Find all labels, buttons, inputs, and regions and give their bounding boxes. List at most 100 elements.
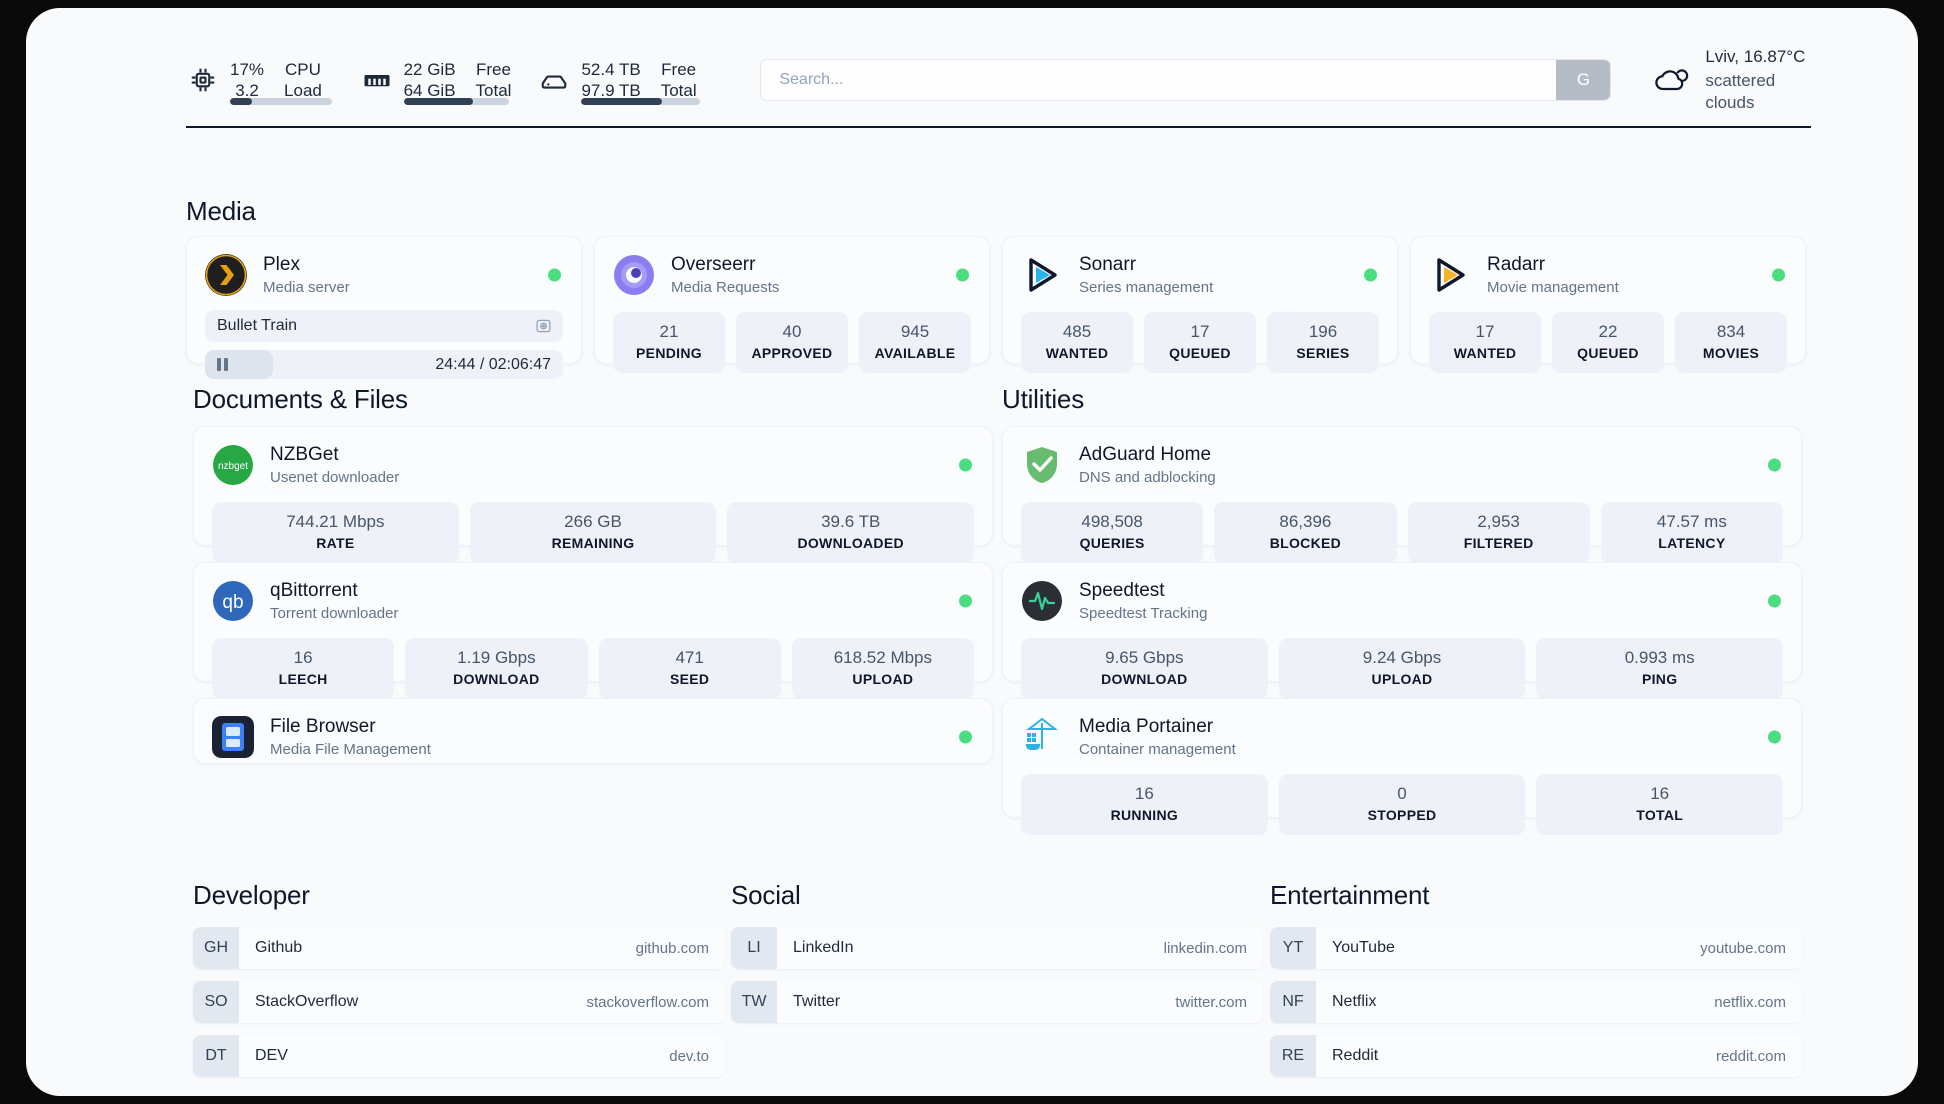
service-card-radarr[interactable]: Radarr Movie management 17 WANTED 22 QUE… [1410, 236, 1806, 373]
stat-label: UPLOAD [852, 671, 914, 687]
service-card-filebrowser[interactable]: File Browser Media File Management [193, 698, 993, 764]
bookmark-abbr: TW [731, 981, 777, 1023]
stat-label: WANTED [1045, 345, 1109, 361]
service-card-overseerr[interactable]: Overseerr Media Requests 21 PENDING 40 A… [594, 236, 990, 373]
cpu-label-top: CPU [284, 60, 321, 79]
memory-free: 22 GiB [403, 60, 456, 79]
now-playing-progress[interactable]: 24:44 / 02:06:47 [205, 350, 563, 379]
status-badge [959, 594, 972, 608]
stat-value: 196 [1308, 322, 1338, 341]
bookmark-url: netflix.com [1714, 993, 1786, 1011]
stat-item: 498,508 QUERIES [1021, 502, 1204, 563]
sonarr-icon [1021, 254, 1063, 296]
bookmark-item[interactable]: DT DEV dev.to [193, 1035, 725, 1077]
stat-label: MOVIES [1702, 345, 1760, 361]
disk-stat: 52.4 TB 97.9 TB Free Total [539, 59, 702, 105]
service-card-portainer[interactable]: Media Portainer Container management 16 … [1002, 698, 1802, 835]
card-header: Sonarr Series management [1021, 251, 1379, 299]
memory-label-top: Free [476, 60, 511, 79]
stat-label: RATE [316, 535, 355, 551]
stat-item: 0.993 ms PING [1536, 638, 1784, 699]
bookmark-item[interactable]: NF Netflix netflix.com [1270, 981, 1802, 1023]
dashboard-frame: 17% 3.2 CPU Load [26, 8, 1918, 1096]
memory-usage-bar [403, 98, 510, 105]
card-subtitle: DNS and adblocking [1079, 468, 1216, 486]
svg-text:qb: qb [222, 592, 243, 613]
stat-item: 39.6 TB DOWNLOADED [727, 502, 975, 563]
header-bar: 17% 3.2 CPU Load [186, 36, 1811, 124]
bookmark-name: YouTube [1332, 939, 1395, 956]
stat-label: SEED [669, 671, 710, 687]
plex-icon [205, 254, 247, 296]
card-header: Plex Media server [205, 251, 563, 299]
bookmark-item[interactable]: LI LinkedIn linkedin.com [731, 927, 1263, 969]
pause-icon[interactable] [217, 358, 228, 371]
now-playing-title: Bullet Train [217, 317, 298, 334]
speedtest-icon [1021, 580, 1063, 622]
cpu-stat: 17% 3.2 CPU Load [188, 59, 334, 105]
search-bar[interactable]: G [760, 59, 1612, 101]
memory-icon [362, 65, 392, 95]
overseerr-icon [613, 254, 655, 296]
stat-item: 471 SEED [598, 638, 781, 699]
search-input[interactable] [761, 60, 1557, 100]
stat-value: 47.57 ms [1656, 512, 1727, 531]
card-title: AdGuard Home [1079, 443, 1212, 465]
disk-label-bottom: Total [660, 81, 697, 100]
stat-item: 40 APPROVED [736, 312, 848, 373]
bookmark-item[interactable]: GH Github github.com [193, 927, 725, 969]
service-card-speedtest[interactable]: Speedtest Speedtest Tracking 9.65 Gbps D… [1002, 562, 1802, 699]
stat-item: 22 QUEUED [1552, 312, 1664, 373]
bookmark-item[interactable]: TW Twitter twitter.com [731, 981, 1263, 1023]
search-submit-button[interactable]: G [1556, 60, 1611, 100]
service-card-nzbget[interactable]: nzbget NZBGet Usenet downloader 744.21 M… [193, 426, 993, 563]
card-stats: 498,508 QUERIES 86,396 BLOCKED 2,953 FIL… [1021, 502, 1783, 563]
stat-label: REMAINING [551, 535, 635, 551]
stat-value: 618.52 Mbps [833, 648, 933, 667]
stat-label: QUEUED [1169, 345, 1231, 361]
disk-total: 97.9 TB [581, 81, 641, 100]
bookmark-group-heading: Developer [193, 880, 310, 910]
cpu-load-value: 3.2 [235, 81, 259, 100]
stat-value: 16 [1650, 784, 1670, 803]
adguard-icon [1021, 444, 1063, 486]
cpu-percent: 17% [230, 60, 265, 79]
stat-value: 21 [659, 322, 679, 341]
card-subtitle: Torrent downloader [270, 604, 399, 622]
bookmark-item[interactable]: YT YouTube youtube.com [1270, 927, 1802, 969]
service-card-qbittorrent[interactable]: qb qBittorrent Torrent downloader 16 LEE… [193, 562, 993, 699]
stat-label: STOPPED [1367, 807, 1437, 823]
bookmark-group-entertainment: Entertainment YT YouTube youtube.com NF … [1270, 880, 1802, 1089]
card-stats: 16 LEECH 1.19 Gbps DOWNLOAD 471 SEED 618… [212, 638, 974, 699]
bookmark-name: DEV [255, 1047, 288, 1064]
stat-value: 16 [1134, 784, 1154, 803]
stat-item: 86,396 BLOCKED [1214, 502, 1397, 563]
service-card-adguard[interactable]: AdGuard Home DNS and adblocking 498,508 … [1002, 426, 1802, 563]
service-card-plex[interactable]: Plex Media server Bullet Train 24:44 / 0… [186, 236, 582, 379]
bookmark-url: twitter.com [1175, 993, 1247, 1011]
section-heading-utilities: Utilities [1002, 384, 1084, 414]
stat-item: 16 TOTAL [1536, 774, 1784, 835]
cloud-icon [1653, 63, 1689, 97]
bookmark-url: dev.to [669, 1047, 709, 1065]
bookmark-abbr: YT [1270, 927, 1316, 969]
bookmark-url: youtube.com [1700, 939, 1786, 957]
bookmark-item[interactable]: SO StackOverflow stackoverflow.com [193, 981, 725, 1023]
stat-value: 17 [1190, 322, 1210, 341]
service-card-sonarr[interactable]: Sonarr Series management 485 WANTED 17 Q… [1002, 236, 1398, 373]
card-subtitle: Usenet downloader [270, 468, 400, 486]
bookmark-item[interactable]: RE Reddit reddit.com [1270, 1035, 1802, 1077]
bookmark-abbr: DT [193, 1035, 239, 1077]
card-title: Speedtest [1079, 579, 1165, 601]
stat-label: DOWNLOAD [1101, 671, 1188, 687]
card-stats: 17 WANTED 22 QUEUED 834 MOVIES [1429, 312, 1787, 373]
bookmark-group-social: Social LI LinkedIn linkedin.com TW Twitt… [731, 880, 1263, 1035]
stat-value: 86,396 [1279, 512, 1332, 531]
stat-value: 9.24 Gbps [1362, 648, 1442, 667]
card-header: Overseerr Media Requests [613, 251, 971, 299]
now-playing-title-row: Bullet Train [205, 310, 563, 342]
stat-item: 834 MOVIES [1675, 312, 1787, 373]
status-badge [1768, 458, 1781, 472]
stat-value: 39.6 TB [821, 512, 881, 531]
cast-icon[interactable] [535, 318, 552, 335]
